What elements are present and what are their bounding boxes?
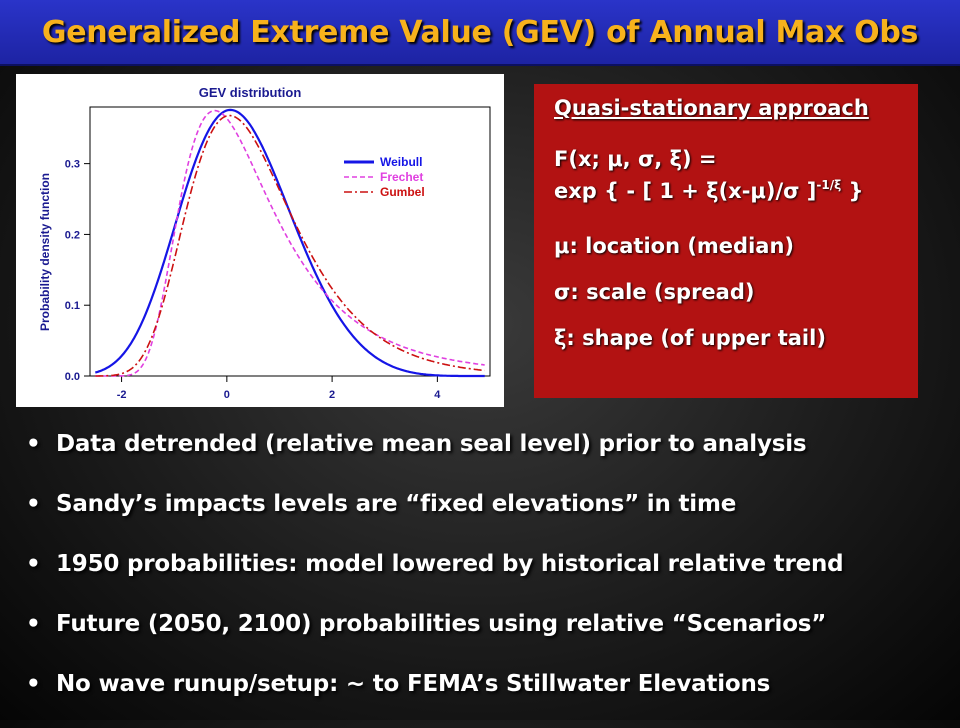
y-tick-label: 0.1 bbox=[65, 300, 80, 312]
x-tick-label: 4 bbox=[434, 389, 441, 401]
title-bar: Generalized Extreme Value (GEV) of Annua… bbox=[0, 0, 960, 66]
gev-chart: GEV distribution Probability density fun… bbox=[38, 85, 491, 401]
equation-box: Quasi-stationary approach F(x; μ, σ, ξ) … bbox=[534, 84, 918, 398]
gev-chart-panel: GEV distribution Probability density fun… bbox=[16, 74, 504, 407]
slide-title: Generalized Extreme Value (GEV) of Annua… bbox=[41, 14, 919, 50]
equation-heading: Quasi-stationary approach bbox=[554, 96, 869, 120]
bullet-dot-icon: • bbox=[26, 551, 41, 577]
bullet-item: • No wave runup/setup: ~ to FEMA’s Stillw… bbox=[18, 668, 958, 728]
bullet-text: No wave runup/setup: ~ to FEMA’s Stillwa… bbox=[56, 671, 771, 697]
param-xi: ξ: shape (of upper tail) bbox=[554, 326, 826, 350]
bullet-text: Sandy’s impacts levels are “fixed elevat… bbox=[56, 491, 737, 517]
param-sigma: σ: scale (spread) bbox=[554, 280, 755, 304]
plot-frame bbox=[89, 106, 491, 377]
y-tick-label: 0.3 bbox=[65, 159, 80, 171]
legend-label: Weibull bbox=[380, 155, 422, 169]
bullet-text: 1950 probabilities: model lowered by his… bbox=[56, 551, 844, 577]
bullet-text: Future (2050, 2100) probabilities using … bbox=[56, 611, 827, 637]
legend-label: Gumbel bbox=[380, 185, 425, 199]
bullet-list: • Data detrended (relative mean seal leve… bbox=[18, 428, 958, 728]
bullet-dot-icon: • bbox=[26, 611, 41, 637]
y-tick-label: 0.2 bbox=[65, 229, 80, 241]
bullet-item: • Future (2050, 2100) probabilities using… bbox=[18, 608, 958, 668]
legend-label: Frechet bbox=[380, 170, 423, 184]
bullet-item: • Sandy’s impacts levels are “fixed eleva… bbox=[18, 488, 958, 548]
formula-line-1: F(x; μ, σ, ξ) = bbox=[554, 147, 717, 171]
bullet-item: • 1950 probabilities: model lowered by hi… bbox=[18, 548, 958, 608]
bullet-text: Data detrended (relative mean seal level… bbox=[56, 431, 807, 457]
y-tick-label: 0.0 bbox=[65, 371, 80, 383]
bullet-dot-icon: • bbox=[26, 671, 41, 697]
formula-main: exp { - [ 1 + ξ(x-μ)/σ ] bbox=[554, 179, 817, 203]
bullet-dot-icon: • bbox=[26, 491, 41, 517]
bullet-item: • Data detrended (relative mean seal leve… bbox=[18, 428, 958, 488]
series-line-frechet bbox=[95, 109, 485, 377]
y-axis-label: Probability density function bbox=[38, 173, 52, 331]
x-tick-label: -2 bbox=[117, 389, 127, 401]
formula-line-2: exp { - [ 1 + ξ(x-μ)/σ ]-1/ξ } bbox=[554, 172, 918, 204]
bullet-dot-icon: • bbox=[26, 431, 41, 457]
series-line-gumbel bbox=[95, 114, 485, 377]
formula-exponent: -1/ξ bbox=[816, 178, 842, 192]
formula-close: } bbox=[841, 179, 864, 203]
chart-title: GEV distribution bbox=[199, 85, 302, 100]
param-mu: μ: location (median) bbox=[554, 234, 795, 258]
x-tick-label: 0 bbox=[224, 389, 230, 401]
x-tick-label: 2 bbox=[329, 389, 335, 401]
